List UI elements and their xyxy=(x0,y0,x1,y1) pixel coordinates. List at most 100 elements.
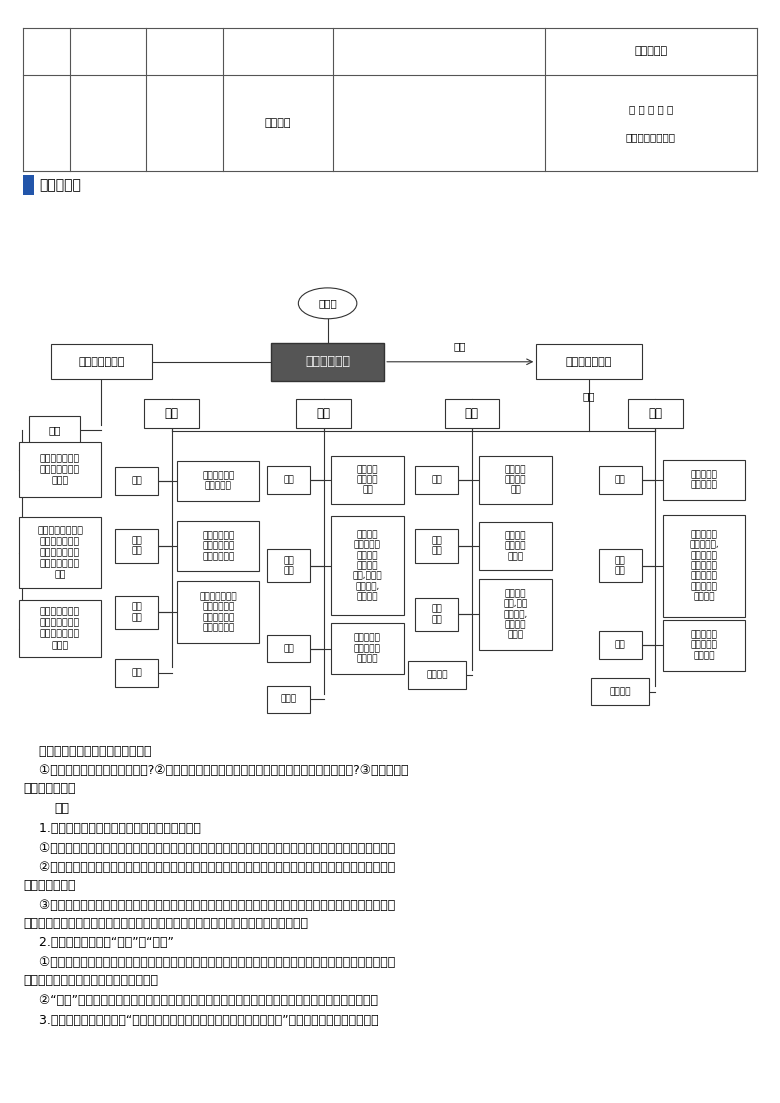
Text: ①公民应怎样正确行使公民权利?②公民行使权利遵守正当程序的原因（意义）及要求是什么?③公民维护权: ①公民应怎样正确行使公民权利?②公民行使权利遵守正当程序的原因（意义）及要求是什… xyxy=(23,764,409,778)
FancyBboxPatch shape xyxy=(19,600,101,657)
Text: 实施
方法: 实施 方法 xyxy=(283,556,294,576)
FancyBboxPatch shape xyxy=(178,461,259,501)
FancyBboxPatch shape xyxy=(537,344,641,379)
Text: ①协商：双方当事人之间通过信息的交换和沟通，就产生纠纷的事项达成共识和就纠纷的解决作出一致的决: ①协商：双方当事人之间通过信息的交换和沟通，就产生纠纷的事项达成共识和就纠纷的解… xyxy=(23,956,395,970)
Text: 种类: 种类 xyxy=(615,641,626,650)
Text: 常见的消费、
劳动争议和交
通事故纠纷等: 常见的消费、 劳动争议和交 通事故纠纷等 xyxy=(202,531,235,561)
Text: 不能超越它本身
的界限，不能滥
用权利: 不能超越它本身 的界限，不能滥 用权利 xyxy=(40,454,80,485)
Text: 人民调解、
行政调解、
司法调解: 人民调解、 行政调解、 司法调解 xyxy=(354,633,381,664)
FancyBboxPatch shape xyxy=(144,399,199,428)
FancyBboxPatch shape xyxy=(445,399,499,428)
FancyBboxPatch shape xyxy=(296,399,351,428)
FancyBboxPatch shape xyxy=(332,457,404,503)
Text: 自愿、互谅、依
据法律，直接
对话，分清责
任，达成协议: 自愿、互谅、依 据法律，直接 对话，分清责 任，达成协议 xyxy=(200,592,237,632)
Text: 方式: 方式 xyxy=(583,392,595,401)
Text: 1.【易错易混】以下观点属于易错易混知识点。: 1.【易错易混】以下观点属于易错易混知识点。 xyxy=(23,822,201,835)
FancyBboxPatch shape xyxy=(267,549,310,582)
FancyBboxPatch shape xyxy=(599,631,641,660)
FancyBboxPatch shape xyxy=(599,465,641,494)
Text: 通过人民法
院解决纠纷: 通过人民法 院解决纠纷 xyxy=(691,470,718,490)
Text: 2.【常考补充】区分“协商”与“调解”: 2.【常考补充】区分“协商”与“调解” xyxy=(23,936,174,950)
Text: 通过仲裁解决。: 通过仲裁解决。 xyxy=(23,879,76,892)
Text: 种类: 种类 xyxy=(283,644,294,653)
FancyBboxPatch shape xyxy=(267,635,310,662)
FancyBboxPatch shape xyxy=(19,516,101,588)
FancyBboxPatch shape xyxy=(663,620,745,671)
Text: 通过仲裁
机构解决
纠纷: 通过仲裁 机构解决 纠纷 xyxy=(505,464,526,495)
FancyBboxPatch shape xyxy=(479,457,552,503)
FancyBboxPatch shape xyxy=(178,521,259,571)
Text: 行动上: 行动上 xyxy=(318,298,337,309)
Text: 要求: 要求 xyxy=(454,341,466,351)
FancyBboxPatch shape xyxy=(51,344,152,379)
FancyBboxPatch shape xyxy=(115,658,158,686)
Text: 适用
范围: 适用 范围 xyxy=(131,536,142,556)
Text: 含义: 含义 xyxy=(431,475,442,484)
Text: 行政诉讳: 行政诉讳 xyxy=(264,118,291,128)
Text: 通过调解
组织解决
纠纷: 通过调解 组织解决 纠纷 xyxy=(356,464,378,495)
Ellipse shape xyxy=(298,288,356,319)
Text: 本课时必须背记的知识点有三个：: 本课时必须背记的知识点有三个： xyxy=(23,745,152,758)
Text: 做法: 做法 xyxy=(48,425,61,436)
Text: 实施
方法: 实施 方法 xyxy=(431,604,442,624)
Text: 双方: 双方 xyxy=(131,668,142,677)
Text: 第三方: 第三方 xyxy=(281,695,296,704)
Text: 不得损害国家的、
社会的、集体的
利益和其他公民
的合法的自由和
权利: 不得损害国家的、 社会的、集体的 利益和其他公民 的合法的自由和 权利 xyxy=(37,526,83,579)
Text: 利的各种方式。: 利的各种方式。 xyxy=(23,782,76,795)
FancyBboxPatch shape xyxy=(663,460,745,500)
FancyBboxPatch shape xyxy=(590,677,649,706)
Text: 民事诉讼、
刑事自诉、
行政诉讼: 民事诉讼、 刑事自诉、 行政诉讼 xyxy=(691,630,718,661)
Text: 调解人以
法律法规、
政策和社
会公德为
依据,疏导、
劝说双方,
解决纠纷: 调解人以 法律法规、 政策和社 会公德为 依据,疏导、 劝说双方, 解决纠纷 xyxy=(353,531,382,601)
Text: 根据仲裁
协议,自愿
提交仲裁,
受仲裁裁
判约束: 根据仲裁 协议,自愿 提交仲裁, 受仲裁裁 判约束 xyxy=(503,589,528,640)
Text: 适用
范围: 适用 范围 xyxy=(431,536,442,556)
Text: 拓展: 拓展 xyxy=(55,802,69,815)
Text: 本框结构图: 本框结构图 xyxy=(39,179,81,192)
Text: 依法行使权利: 依法行使权利 xyxy=(305,355,350,368)
Text: 3.【易错易混】有人说：“诉讳是很不光彩的事情，打官司告状很丢人。”谈谈你对这种观点的认识。: 3.【易错易混】有人说：“诉讳是很不光彩的事情，打官司告状很丢人。”谈谈你对这种… xyxy=(23,1014,379,1027)
FancyBboxPatch shape xyxy=(19,442,101,497)
Text: 仲裁机构: 仲裁机构 xyxy=(426,671,448,679)
Text: 协商: 协商 xyxy=(165,407,179,420)
FancyBboxPatch shape xyxy=(267,465,310,494)
FancyBboxPatch shape xyxy=(23,175,34,195)
FancyBboxPatch shape xyxy=(115,596,158,629)
Text: 调解: 调解 xyxy=(317,407,331,420)
FancyBboxPatch shape xyxy=(415,465,459,494)
FancyBboxPatch shape xyxy=(267,685,310,714)
Text: 含义: 含义 xyxy=(131,476,142,485)
Text: ②公民与其他个人或组织之间发生合同纠纷和其他财产权益争议时，可以申请仲裁，但不是所有纠纷都能够: ②公民与其他个人或组织之间发生合同纠纷和其他财产权益争议时，可以申请仲裁，但不是… xyxy=(23,861,395,875)
Text: 权利的行为: 权利的行为 xyxy=(634,46,667,56)
FancyBboxPatch shape xyxy=(407,661,466,688)
FancyBboxPatch shape xyxy=(628,399,682,428)
Text: ③遇到人身关系或财产关系的争议时我们可以提起民事诉讳；行政机关的行政行为侵犯自己的权利时我们可: ③遇到人身关系或财产关系的争议时我们可以提起民事诉讳；行政机关的行政行为侵犯自己… xyxy=(23,899,395,912)
FancyBboxPatch shape xyxy=(332,516,404,615)
Text: 合同纠纷
和财产权
益争议: 合同纠纷 和财产权 益争议 xyxy=(505,531,526,561)
Text: ②“调解”是指纠纷的当事人在中立的第三方的介入下，通过谈判达成和解、解决纠纷的过程和结果。: ②“调解”是指纠纷的当事人在中立的第三方的介入下，通过谈判达成和解、解决纠纷的过… xyxy=(23,994,378,1007)
Text: 行使权利有界限: 行使权利有界限 xyxy=(78,356,125,367)
FancyBboxPatch shape xyxy=(178,581,259,643)
Text: 依照法定程序，
按照规定的活动
方式、步骤和过
程进行: 依照法定程序， 按照规定的活动 方式、步骤和过 程进行 xyxy=(40,608,80,650)
FancyBboxPatch shape xyxy=(115,529,158,563)
Text: ①公民在行使自由和权利的时候，不得损害国家的、社会的、集体的利益和其他公民的合法的自由和权利。: ①公民在行使自由和权利的时候，不得损害国家的、社会的、集体的利益和其他公民的合法… xyxy=(23,842,395,855)
FancyBboxPatch shape xyxy=(415,529,459,563)
FancyBboxPatch shape xyxy=(271,343,384,381)
Text: 诉讳: 诉讳 xyxy=(648,407,662,420)
FancyBboxPatch shape xyxy=(30,416,80,443)
FancyBboxPatch shape xyxy=(332,623,404,674)
Text: 定的过程和结果。和解主要依赖于协商。: 定的过程和结果。和解主要依赖于协商。 xyxy=(23,974,158,987)
Text: 行 政 机 关 的

侵犯了自己的权益: 行 政 机 关 的 侵犯了自己的权益 xyxy=(626,104,675,142)
Text: 仲裁: 仲裁 xyxy=(465,407,479,420)
FancyBboxPatch shape xyxy=(599,549,641,582)
Text: 实施
方法: 实施 方法 xyxy=(131,602,142,622)
Text: 当事人之间自
行解决纠纷: 当事人之间自 行解决纠纷 xyxy=(202,471,235,491)
Text: 维护权利守程序: 维护权利守程序 xyxy=(566,356,612,367)
FancyBboxPatch shape xyxy=(115,468,158,494)
FancyBboxPatch shape xyxy=(663,515,745,617)
Text: 含义: 含义 xyxy=(615,475,626,484)
Text: 人民法院: 人民法院 xyxy=(609,687,631,696)
Text: 含义: 含义 xyxy=(283,475,294,484)
Text: 适用
范围: 适用 范围 xyxy=(615,556,626,576)
FancyBboxPatch shape xyxy=(479,523,552,570)
FancyBboxPatch shape xyxy=(415,598,459,631)
Text: 人身、财产
关系的争议,
侵犯人身、
财产权利的
行为，侵犯
合法权益的
行政行为: 人身、财产 关系的争议, 侵犯人身、 财产权利的 行为，侵犯 合法权益的 行政行… xyxy=(690,531,719,601)
